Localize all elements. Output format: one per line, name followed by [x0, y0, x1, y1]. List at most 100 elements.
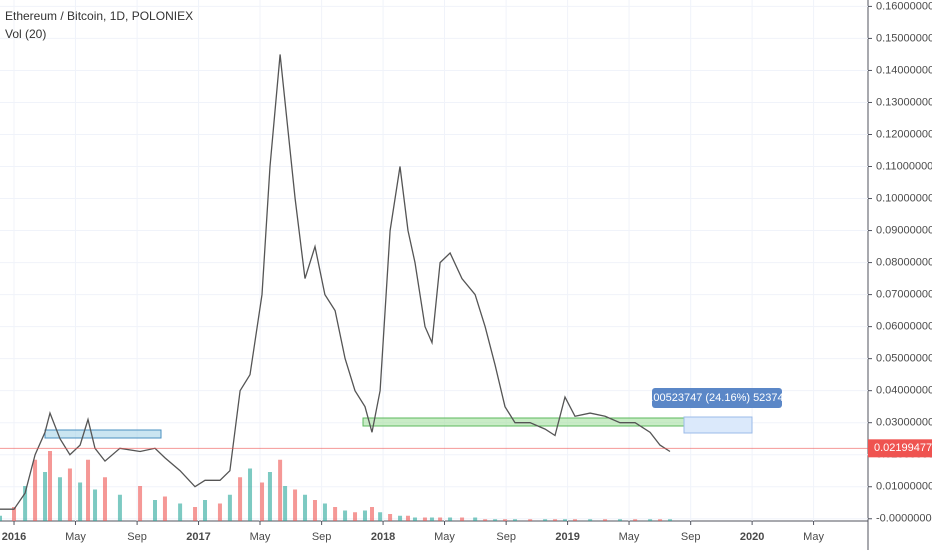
volume-bar — [333, 507, 338, 521]
volume-bar — [203, 500, 208, 521]
volume-bar — [473, 517, 478, 521]
x-tick-label: 2020 — [740, 531, 764, 543]
last-price-box — [868, 439, 932, 458]
volume-bar — [117, 494, 122, 521]
x-tick-label: May — [619, 531, 640, 543]
volume-bar — [483, 519, 488, 521]
volume-bar — [102, 477, 107, 521]
volume-bar — [138, 486, 143, 521]
volume-bar — [370, 507, 374, 521]
volume-bar — [278, 459, 283, 521]
volume-bar — [67, 468, 72, 521]
x-tick-label: 2017 — [186, 531, 210, 543]
x-tick-label: May — [65, 531, 86, 543]
volume-bar — [572, 519, 577, 521]
y-tick-label: 0.07000000 — [876, 289, 932, 301]
volume-bar — [48, 451, 53, 521]
volume-bar — [93, 489, 98, 521]
volume-bar — [405, 515, 410, 521]
range-box — [44, 429, 162, 439]
volume-bar — [12, 507, 17, 521]
volume-bar — [633, 519, 638, 521]
volume-bar — [503, 519, 508, 521]
volume-bar — [303, 494, 308, 521]
volume-bar — [438, 517, 443, 521]
y-tick-label: 0.06000000 — [876, 321, 932, 333]
y-tick-label: -0.00000000 — [876, 513, 932, 525]
volume-bar — [23, 486, 28, 521]
x-tick-label: Sep — [681, 531, 701, 543]
volume-bar — [193, 507, 198, 521]
volume-bar — [378, 512, 383, 521]
measure-label: 0.00523747 (24.16%) 523747 — [644, 392, 790, 404]
y-tick-label: 0.05000000 — [876, 353, 932, 365]
volume-bar — [248, 468, 253, 521]
volume-bar — [493, 519, 498, 521]
volume-bar — [153, 500, 157, 521]
chart-title: Ethereum / Bitcoin, 1D, POLONIEX — [5, 9, 193, 23]
y-tick-label: 0.03000000 — [876, 417, 932, 429]
y-tick-label: 0.11000000 — [876, 160, 932, 172]
volume-bar — [422, 517, 427, 521]
volume-bar — [312, 500, 317, 521]
x-tick-label: 2016 — [2, 531, 26, 543]
last-price-label: 0.02199477 — [874, 442, 932, 454]
y-tick-label: 0.14000000 — [876, 64, 932, 76]
volume-bar — [227, 494, 232, 521]
volume-bar — [43, 472, 48, 521]
volume-bar — [86, 459, 91, 521]
y-tick-label: 0.04000000 — [876, 385, 932, 397]
measure-box — [683, 416, 753, 434]
y-tick-label: 0.15000000 — [876, 32, 932, 44]
volume-bar — [658, 519, 663, 521]
y-tick-label: 0.16000000 — [876, 0, 932, 12]
volume-bar — [553, 519, 558, 521]
indicator-label: Vol (20) — [5, 27, 46, 41]
x-tick-label: Sep — [312, 531, 332, 543]
volume-bar — [353, 512, 358, 521]
volume-bar — [588, 519, 593, 521]
volume-bar — [78, 482, 83, 521]
volume-bar — [398, 515, 403, 521]
volume-bar — [648, 519, 653, 521]
volume-bar — [448, 517, 453, 521]
volume-bar — [388, 514, 393, 521]
volume-bar — [33, 459, 38, 521]
volume-bar — [0, 515, 2, 521]
volume-bar — [238, 477, 243, 521]
volume-bar — [343, 510, 348, 521]
volume-bar — [162, 496, 167, 521]
x-tick-label: 2019 — [555, 531, 579, 543]
y-tick-label: 0.13000000 — [876, 96, 932, 108]
volume-bar — [260, 482, 265, 521]
volume-bar — [217, 503, 222, 521]
volume-bar — [603, 519, 608, 521]
x-tick-label: 2018 — [371, 531, 395, 543]
volume-bar — [429, 517, 434, 521]
volume-bar — [543, 519, 548, 521]
volume-bar — [322, 503, 327, 521]
x-tick-label: May — [434, 531, 455, 543]
x-tick-label: May — [803, 531, 824, 543]
volume-bar — [57, 477, 62, 521]
x-tick-label: May — [250, 531, 271, 543]
volume-bar — [267, 472, 272, 521]
volume-bar — [618, 519, 622, 521]
volume-bar — [513, 519, 518, 521]
volume-bar — [563, 519, 568, 521]
y-tick-label: 0.09000000 — [876, 224, 932, 236]
volume-bar — [362, 510, 367, 521]
x-tick-label: Sep — [127, 531, 147, 543]
measure-label-box — [652, 388, 782, 408]
volume-bar — [412, 517, 417, 521]
y-tick-label: 0.08000000 — [876, 256, 932, 268]
y-tick-label: 0.12000000 — [876, 128, 932, 140]
volume-bar — [178, 503, 183, 521]
volume-bar — [528, 519, 533, 521]
x-tick-label: Sep — [496, 531, 516, 543]
y-tick-label: 0.01000000 — [876, 481, 932, 493]
y-tick-label: 0.10000000 — [876, 192, 932, 204]
price-line — [0, 54, 671, 510]
